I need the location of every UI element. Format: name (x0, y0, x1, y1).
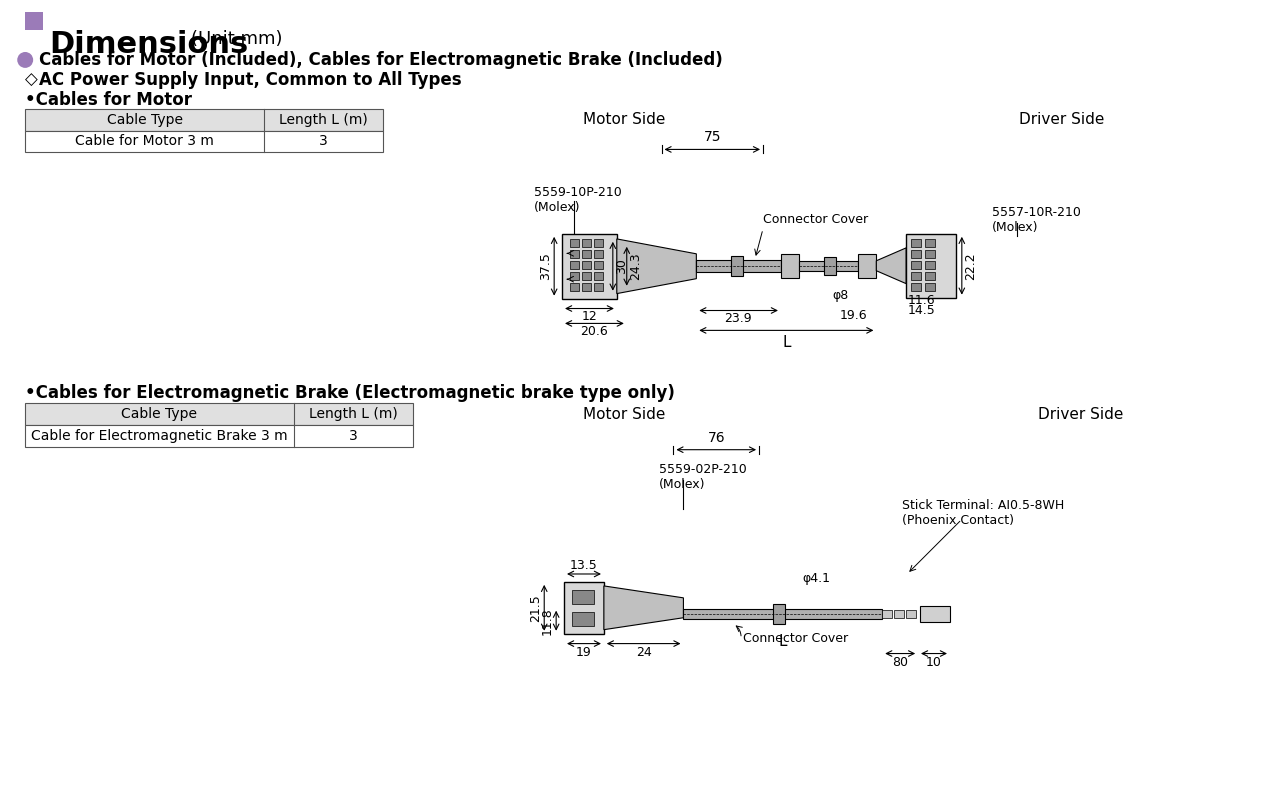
Bar (26, 403, 413, 425)
Bar (594, 250, 603, 258)
Text: 30: 30 (614, 258, 627, 274)
Bar (773, 604, 785, 624)
Text: Driver Side: Driver Side (1019, 112, 1103, 127)
Bar (26, 130, 383, 153)
Text: •Cables for Electromagnetic Brake (Electromagnetic brake type only): •Cables for Electromagnetic Brake (Elect… (26, 384, 675, 402)
Bar (911, 239, 922, 247)
Text: 80: 80 (892, 656, 909, 669)
Bar (882, 610, 892, 618)
Text: •Cables for Motor: •Cables for Motor (26, 91, 192, 109)
Bar (570, 283, 579, 291)
Text: 19.6: 19.6 (840, 308, 868, 321)
Text: 19: 19 (576, 646, 591, 658)
Bar (906, 234, 956, 297)
Bar (582, 261, 591, 269)
Text: 11.8: 11.8 (541, 607, 554, 634)
Text: 3: 3 (319, 134, 328, 149)
Text: Driver Side: Driver Side (1038, 407, 1124, 422)
Text: 75: 75 (704, 130, 721, 145)
Bar (594, 272, 603, 280)
Circle shape (17, 52, 33, 68)
Bar (799, 261, 859, 271)
Text: 23.9: 23.9 (724, 312, 751, 325)
Bar (582, 250, 591, 258)
Bar (911, 250, 922, 258)
Bar (570, 272, 579, 280)
Bar (823, 257, 836, 275)
Bar (594, 239, 603, 247)
Polygon shape (604, 586, 684, 630)
Bar (920, 606, 950, 622)
Bar (906, 610, 916, 618)
Polygon shape (617, 239, 696, 293)
Bar (731, 256, 744, 276)
Text: Cable Type: Cable Type (122, 407, 197, 421)
Bar (925, 283, 934, 291)
Text: AC Power Supply Input, Common to All Types: AC Power Supply Input, Common to All Typ… (40, 71, 462, 89)
Bar (859, 254, 877, 277)
Text: (Unit mm): (Unit mm) (191, 30, 283, 48)
Bar (895, 610, 904, 618)
Text: Connector Cover: Connector Cover (744, 632, 849, 645)
Bar (582, 239, 591, 247)
Text: Motor Side: Motor Side (582, 407, 664, 422)
Bar (570, 261, 579, 269)
Text: 5559-10P-210
(Molex): 5559-10P-210 (Molex) (534, 186, 622, 214)
Text: Motor Side: Motor Side (582, 112, 664, 127)
Polygon shape (877, 248, 906, 284)
Text: 21.5: 21.5 (529, 594, 543, 622)
Bar (26, 425, 413, 447)
Text: ◇: ◇ (26, 71, 38, 89)
Bar (911, 261, 922, 269)
Text: Connector Cover: Connector Cover (763, 212, 868, 226)
Text: Cable for Motor 3 m: Cable for Motor 3 m (76, 134, 214, 149)
Text: Cable for Electromagnetic Brake 3 m: Cable for Electromagnetic Brake 3 m (31, 429, 288, 443)
Text: φ4.1: φ4.1 (803, 572, 831, 585)
Bar (594, 261, 603, 269)
Bar (26, 109, 383, 130)
Bar (594, 283, 603, 291)
Text: Stick Terminal: AI0.5-8WH
(Phoenix Contact): Stick Terminal: AI0.5-8WH (Phoenix Conta… (902, 499, 1065, 527)
Bar (925, 261, 934, 269)
Bar (925, 272, 934, 280)
Text: 24: 24 (636, 646, 652, 658)
Text: Dimensions: Dimensions (49, 30, 248, 59)
Text: 37.5: 37.5 (539, 252, 552, 280)
Bar (570, 250, 579, 258)
Text: Length L (m): Length L (m) (308, 407, 398, 421)
Text: 5557-10R-210
(Molex): 5557-10R-210 (Molex) (992, 206, 1080, 234)
Text: Length L (m): Length L (m) (279, 113, 367, 126)
Text: 3: 3 (349, 429, 357, 443)
Text: Cables for Motor (Included), Cables for Electromagnetic Brake (Included): Cables for Motor (Included), Cables for … (40, 51, 723, 69)
Text: 5559-02P-210
(Molex): 5559-02P-210 (Molex) (659, 463, 746, 491)
Bar (582, 272, 591, 280)
Text: L: L (782, 335, 791, 351)
Text: 10: 10 (925, 656, 942, 669)
Text: 13.5: 13.5 (570, 559, 598, 572)
Bar (925, 239, 934, 247)
Text: 20.6: 20.6 (581, 325, 608, 339)
Bar (26, 12, 44, 30)
Bar (911, 283, 922, 291)
Text: L: L (778, 634, 787, 649)
Bar (572, 612, 594, 626)
Text: 76: 76 (708, 431, 724, 444)
Bar (582, 283, 591, 291)
Bar (911, 272, 922, 280)
Text: 24.3: 24.3 (628, 253, 641, 280)
Bar (684, 609, 882, 619)
Bar (564, 582, 604, 634)
Text: Cable Type: Cable Type (106, 113, 183, 126)
Bar (570, 239, 579, 247)
Bar (925, 250, 934, 258)
Bar (696, 260, 781, 272)
Bar (572, 590, 594, 604)
Text: 11.6: 11.6 (908, 293, 936, 307)
Text: 12: 12 (581, 311, 598, 324)
Text: φ8: φ8 (832, 289, 849, 302)
Text: 14.5: 14.5 (908, 304, 936, 316)
Bar (562, 234, 617, 299)
Text: 22.2: 22.2 (964, 252, 977, 280)
Bar (781, 254, 799, 277)
